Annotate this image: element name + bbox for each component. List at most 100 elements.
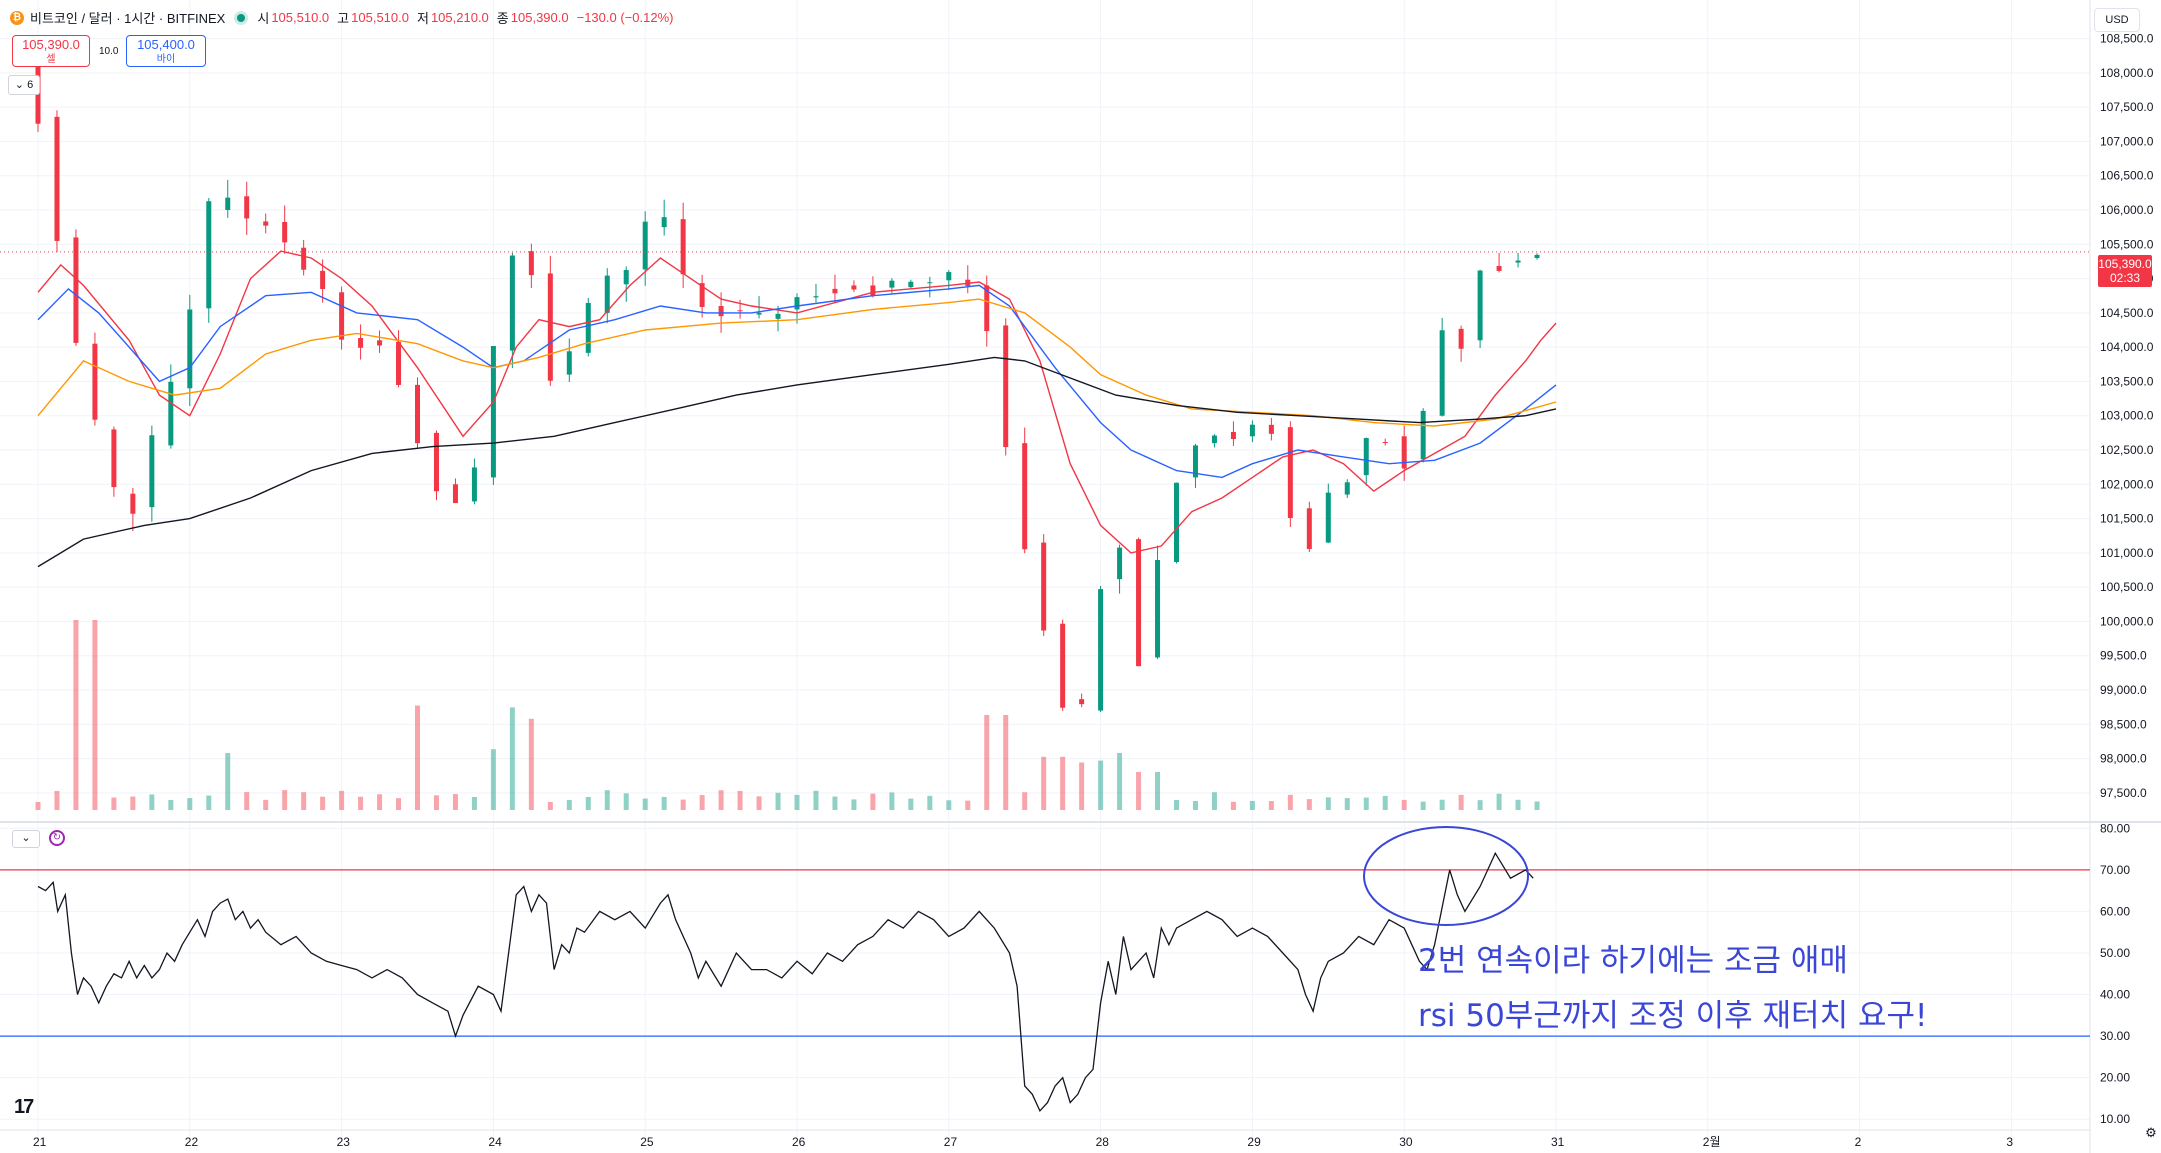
candle-body (1363, 438, 1369, 476)
candle-body (282, 222, 288, 243)
gear-icon[interactable]: ⚙ (2145, 1125, 2157, 1140)
candle-body (509, 255, 515, 351)
refresh-icon[interactable]: ↻ (49, 830, 65, 846)
candle-body (339, 292, 345, 340)
candle-body (547, 273, 553, 381)
rsi-tick-label: 10.00 (2100, 1112, 2130, 1126)
candle-body (1325, 492, 1331, 543)
volume-bar (889, 792, 895, 810)
volume-bar (1534, 801, 1540, 810)
candle-body (1098, 589, 1104, 711)
candle-body (1401, 436, 1407, 469)
candle-body (1496, 266, 1502, 271)
tradingview-logo[interactable]: 17 (14, 1096, 34, 1118)
volume-bar (832, 796, 838, 810)
candle-body (377, 340, 383, 346)
candle-body (1439, 330, 1445, 416)
time-tick-label: 27 (944, 1135, 958, 1149)
candle-body (870, 285, 876, 296)
open-value: 105,510.0 (271, 10, 330, 25)
price-tick-label: 103,000.0 (2100, 409, 2154, 423)
candle-body (756, 312, 762, 315)
volume-bar (623, 793, 629, 810)
time-tick-label: 26 (792, 1135, 806, 1149)
candle-body (699, 283, 705, 307)
volume-bar (1439, 799, 1445, 810)
candle-body (452, 484, 458, 504)
buy-price: 105,400.0 (137, 37, 195, 52)
candle-body (92, 343, 98, 420)
candle-body (263, 221, 269, 226)
candle-body (1079, 699, 1085, 705)
volume-bar (1136, 772, 1142, 810)
price-tick-label: 106,500.0 (2100, 169, 2154, 183)
candle-body (908, 281, 914, 288)
volume-bar (1041, 756, 1047, 810)
candle-body (1477, 270, 1483, 341)
rsi-line (37, 851, 1534, 1113)
candle-body (585, 302, 591, 353)
volume-bar (187, 798, 193, 810)
candle-body (1249, 424, 1255, 437)
candle-body (1211, 435, 1217, 444)
volume-bar (718, 790, 724, 810)
close-value: 105,390.0 (510, 10, 569, 25)
candle-body (73, 237, 79, 343)
moving-average-line-2 (37, 284, 1557, 479)
volume-bar (946, 800, 952, 810)
volume-bar (794, 794, 800, 810)
candle-body (775, 313, 781, 319)
volume-bar (1401, 799, 1407, 810)
volume-bar (1174, 799, 1179, 810)
low-value: 105,210.0 (430, 10, 489, 25)
volume-bar (244, 792, 250, 810)
time-tick-label: 22 (185, 1135, 199, 1149)
volume-bar (547, 801, 553, 810)
change-value: −130.0 (−0.12%) (576, 10, 674, 25)
candle-body (1155, 559, 1161, 658)
volume-bar (111, 797, 117, 810)
candle-body (1344, 482, 1350, 495)
volume-bar (1117, 753, 1123, 810)
price-tick-label: 97,500.0 (2100, 786, 2147, 800)
volume-bar (1079, 762, 1085, 810)
candle-body (927, 282, 933, 284)
volume-bar (1458, 794, 1464, 810)
candle-body (358, 338, 364, 348)
volume-bar (585, 796, 591, 810)
candle-body (149, 435, 155, 508)
rsi-collapse-button[interactable]: ⌄ (12, 830, 40, 848)
candle-body (813, 296, 819, 298)
volume-bar (54, 790, 60, 810)
volume-bar (699, 795, 705, 810)
candle-body (396, 342, 402, 385)
candle-body (1534, 254, 1540, 258)
indicators-toggle[interactable]: ⌄ 6 (8, 75, 40, 95)
volume-bar (452, 794, 458, 810)
volume-bar (984, 715, 990, 810)
volume-bar (756, 796, 762, 810)
currency-selector[interactable]: USD (2094, 8, 2140, 32)
candle-body (301, 247, 307, 270)
time-tick-label: 31 (1551, 1135, 1565, 1149)
price-tick-label: 108,500.0 (2100, 32, 2154, 46)
price-tick-label: 101,000.0 (2100, 546, 2154, 560)
volume-bar (415, 705, 420, 810)
sell-button[interactable]: 105,390.0 셀 (12, 35, 90, 67)
candle-body (1458, 328, 1464, 349)
symbol-title[interactable]: 비트코인 / 달러 · 1시간 · BITFINEX (30, 11, 226, 26)
candle-body (225, 197, 231, 210)
volume-bar (339, 790, 345, 810)
last-price: 105,390.0 (2098, 257, 2152, 271)
rsi-tick-label: 50.00 (2100, 946, 2130, 960)
volume-bar (1496, 793, 1502, 810)
volume-bar (1268, 801, 1274, 810)
time-tick-label: 28 (1096, 1135, 1110, 1149)
volume-bar (1022, 792, 1028, 810)
buy-button[interactable]: 105,400.0 바이 (126, 35, 206, 67)
volume-bar (149, 794, 155, 810)
volume-bar (965, 800, 971, 810)
rsi-tick-label: 70.00 (2100, 863, 2130, 877)
volume-bar (377, 794, 383, 810)
